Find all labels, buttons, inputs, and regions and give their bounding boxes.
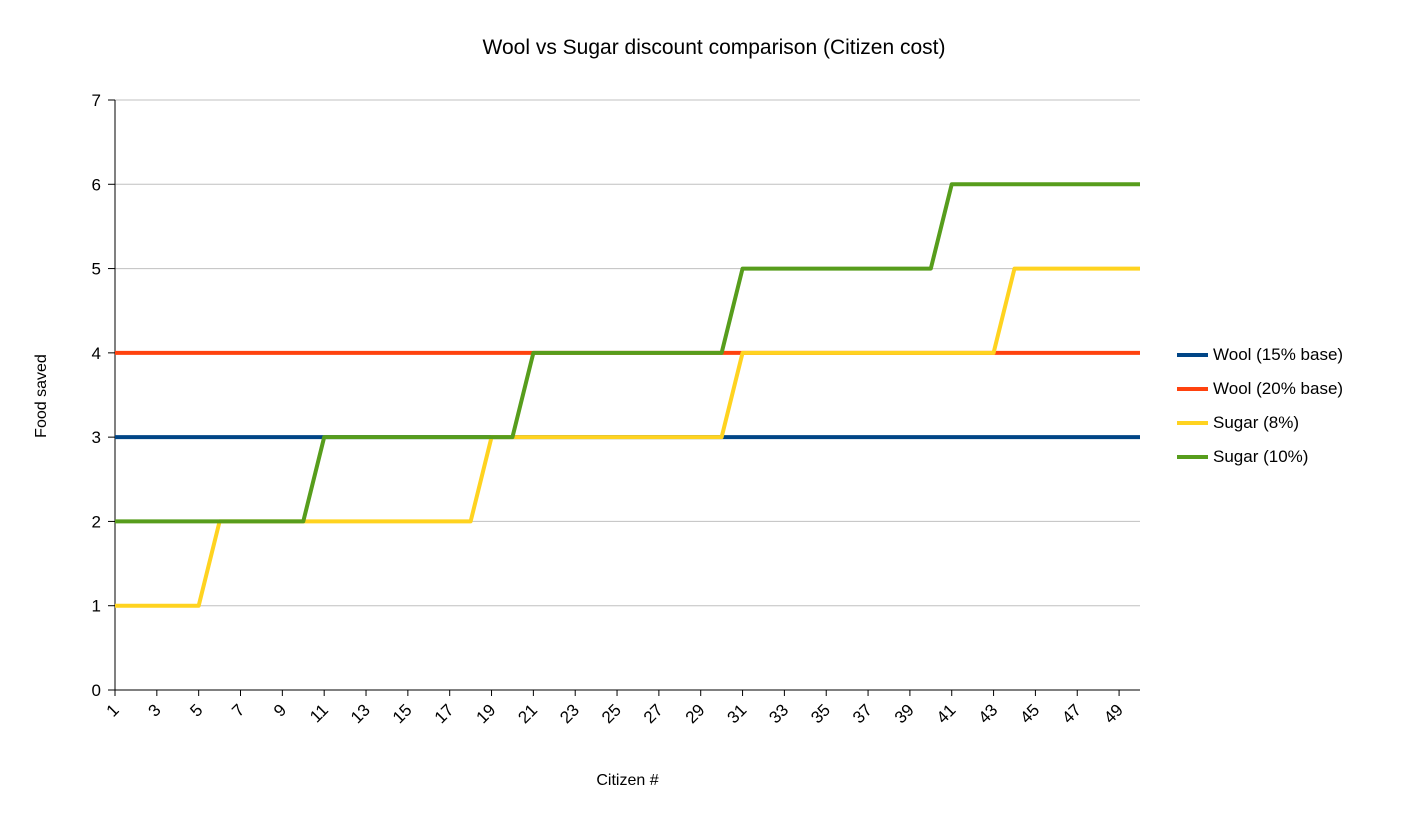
x-tick-label: 45 <box>1016 700 1043 727</box>
y-tick-label: 6 <box>92 175 101 194</box>
legend-item: Wool (15% base) <box>1177 338 1343 372</box>
y-tick-label: 2 <box>92 512 101 531</box>
x-tick-label: 11 <box>306 700 332 726</box>
x-tick-label: 43 <box>975 700 1002 727</box>
x-tick-label: 27 <box>640 700 667 727</box>
legend-item: Wool (20% base) <box>1177 372 1343 406</box>
legend-swatch <box>1177 387 1208 391</box>
y-tick-label: 7 <box>92 91 101 110</box>
series-line-sugar-10 <box>115 182 1140 524</box>
legend-item: Sugar (10%) <box>1177 440 1343 474</box>
chart-title: Wool vs Sugar discount comparison (Citiz… <box>482 36 946 59</box>
x-tick-label: 13 <box>347 700 374 727</box>
x-tick-label: 41 <box>933 700 960 727</box>
legend-label: Wool (15% base) <box>1213 345 1344 364</box>
x-tick-label: 3 <box>145 700 165 720</box>
x-tick-label: 29 <box>682 700 709 727</box>
legend-label: Sugar (10%) <box>1213 447 1309 466</box>
legend-swatch <box>1177 455 1208 459</box>
x-tick-label: 19 <box>473 700 500 727</box>
x-tick-label: 9 <box>270 700 290 720</box>
legend-item: Sugar (8%) <box>1177 406 1343 440</box>
legend-label: Wool (20% base) <box>1213 379 1344 398</box>
x-tick-label: 37 <box>849 700 876 727</box>
x-tick-label: 21 <box>514 700 541 727</box>
x-tick-label: 47 <box>1058 700 1085 727</box>
x-tick-label: 1 <box>103 700 123 720</box>
x-tick-label: 33 <box>765 700 792 727</box>
x-tick-label: 39 <box>891 700 918 727</box>
x-tick-label: 15 <box>389 700 416 727</box>
x-tick-label: 17 <box>431 700 458 727</box>
y-tick-label: 1 <box>92 597 101 616</box>
x-tick-label: 25 <box>598 700 625 727</box>
y-tick-label: 5 <box>92 260 101 279</box>
legend-label: Sugar (8%) <box>1213 413 1299 432</box>
x-axis-title: Citizen # <box>596 772 659 789</box>
x-tick-label: 23 <box>556 700 583 727</box>
legend: Wool (15% base) Wool (20% base) Sugar (8%)… <box>1177 338 1343 474</box>
y-tick-label: 4 <box>92 344 101 363</box>
x-tick-label: 31 <box>724 700 751 727</box>
x-tick-label: 35 <box>807 700 834 727</box>
x-tick-label: 49 <box>1100 700 1127 727</box>
legend-swatch <box>1177 353 1208 357</box>
legend-swatch <box>1177 421 1208 425</box>
y-tick-label: 3 <box>92 428 101 447</box>
x-tick-label: 5 <box>186 700 206 720</box>
x-tick-label: 7 <box>228 700 248 720</box>
y-tick-label: 0 <box>92 681 101 700</box>
